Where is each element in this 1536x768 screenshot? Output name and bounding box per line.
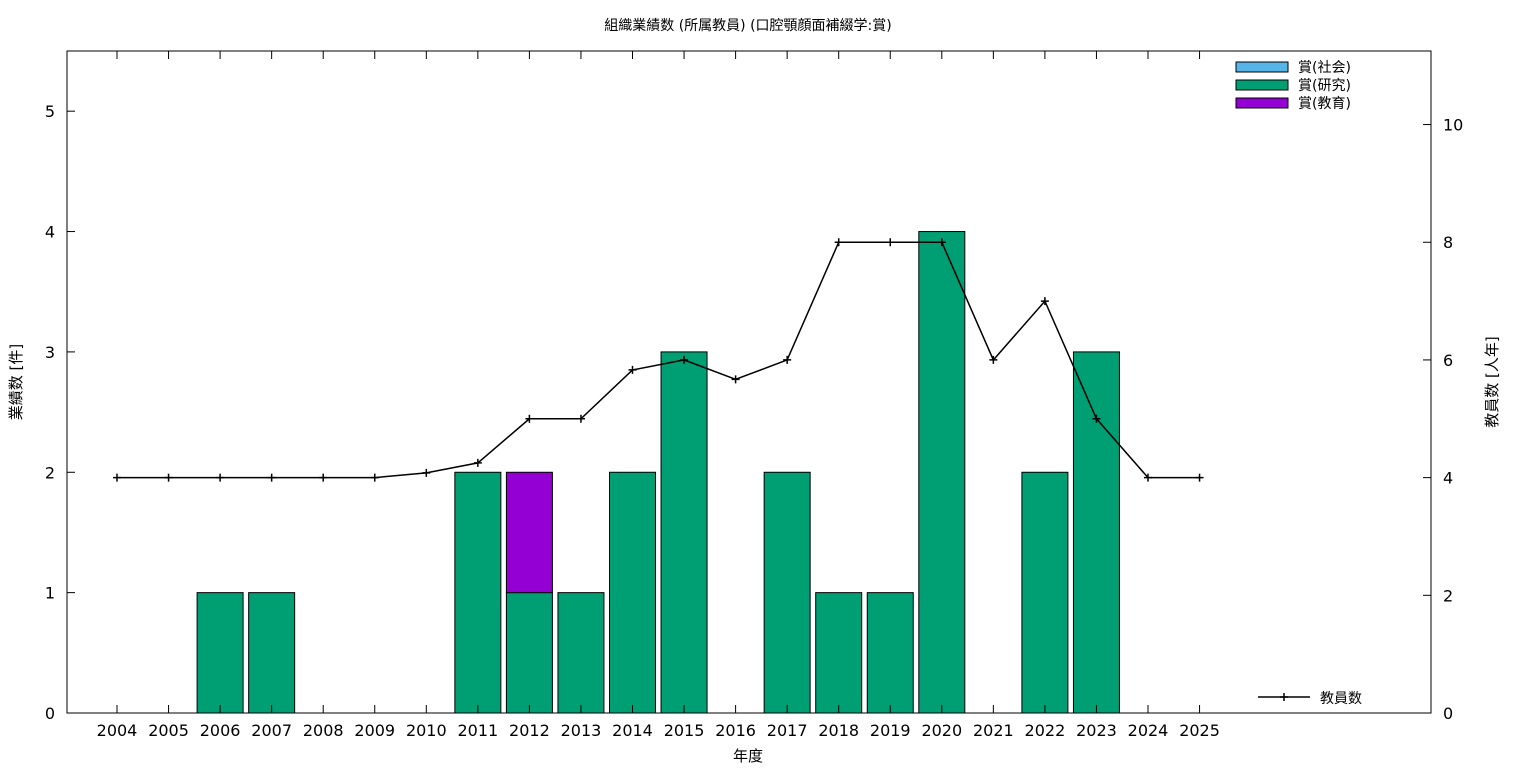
y2-tick-label: 10 <box>1443 116 1463 135</box>
legend-swatch-2 <box>1235 97 1289 109</box>
x-axis-label: 年度 <box>733 747 763 765</box>
x-tick-label: 2004 <box>97 721 138 740</box>
line-point-2025 <box>1195 473 1204 482</box>
bar-2023-s1 <box>1072 351 1120 714</box>
bar-2017-s1 <box>763 471 811 714</box>
legend-line-marker <box>1280 693 1288 701</box>
legend-label-2: 賞(教育) <box>1298 96 1351 112</box>
line-point-2012 <box>525 414 534 423</box>
y-tick-label: 0 <box>45 704 55 723</box>
x-tick-label: 2018 <box>818 721 859 740</box>
line-point-2014 <box>628 365 637 374</box>
bar-2012-s1 <box>505 592 553 714</box>
y2-tick-label: 4 <box>1443 469 1453 488</box>
line-point-2009 <box>370 473 379 482</box>
y2-axis-label: 教員数 [人年] <box>1483 336 1501 427</box>
legend-swatch-1 <box>1235 79 1289 91</box>
x-tick-label: 2010 <box>406 721 447 740</box>
bar-2007-s1 <box>248 592 296 714</box>
y2-axis: 0 2 4 6 8 10 <box>1423 116 1463 723</box>
line-point-2015 <box>680 355 689 364</box>
y2-tick-label: 2 <box>1443 586 1453 605</box>
x-tick-label: 2025 <box>1179 721 1220 740</box>
bar-2013-s1 <box>557 592 605 714</box>
y-tick-label: 4 <box>45 223 55 242</box>
line-point-2018 <box>834 238 843 247</box>
line-point-2011 <box>473 458 482 467</box>
line-point-2019 <box>886 238 895 247</box>
y-axis-label: 業績数 [件] <box>7 344 25 420</box>
x-tick-label: 2017 <box>767 721 808 740</box>
y2-tick-label: 8 <box>1443 233 1453 252</box>
line-point-2020 <box>937 238 946 247</box>
y-tick-label: 2 <box>45 463 55 482</box>
legend-label-1: 賞(研究) <box>1298 78 1351 94</box>
x-tick-label: 2013 <box>561 721 602 740</box>
bar-2011-s1 <box>454 471 502 714</box>
x-tick-label: 2012 <box>509 721 550 740</box>
line-point-2008 <box>319 473 328 482</box>
bar-2015-s1 <box>660 351 708 714</box>
y-tick-label: 1 <box>45 584 55 603</box>
line-point-2004 <box>113 473 121 482</box>
legend-label-0: 賞(社会) <box>1298 60 1351 76</box>
plot-frame <box>66 50 1432 714</box>
line-point-2006 <box>216 473 225 482</box>
x-axis: 2004 2005 2006 2007 2008 2009 2010 2011 2012 2013… <box>97 51 1220 740</box>
bar-2019-s1 <box>866 592 914 714</box>
line-point-2024 <box>1144 473 1152 482</box>
x-tick-label: 2019 <box>870 721 911 740</box>
x-tick-label: 2008 <box>303 721 344 740</box>
y2-tick-label: 6 <box>1443 351 1453 370</box>
line-point-2021 <box>989 355 998 364</box>
bar-2006-s1 <box>196 592 244 714</box>
x-tick-label: 2011 <box>457 721 498 740</box>
bar-2012-s2 <box>505 471 553 594</box>
x-tick-label: 2006 <box>200 721 241 740</box>
line-point-2022 <box>1040 297 1049 306</box>
y-axis: 0 1 2 3 4 5 <box>45 102 75 723</box>
x-tick-label: 2009 <box>354 721 395 740</box>
x-tick-label: 2007 <box>251 721 292 740</box>
x-tick-label: 2016 <box>715 721 756 740</box>
line-point-2013 <box>576 414 585 423</box>
line-point-2023 <box>1092 414 1101 423</box>
bar-2018-s1 <box>815 592 863 714</box>
legend-swatch-0 <box>1235 61 1289 73</box>
line-point-2017 <box>783 355 792 364</box>
y2-tick-label: 0 <box>1443 704 1453 723</box>
bar-2014-s1 <box>609 471 656 714</box>
x-tick-label: 2005 <box>148 721 189 740</box>
y-tick-label: 5 <box>45 102 55 121</box>
legend: 賞(社会) 賞(研究) 賞(教育) 教員数 <box>1235 60 1362 707</box>
line-point-2005 <box>164 473 173 482</box>
x-tick-label: 2024 <box>1128 721 1169 740</box>
y-tick-label: 3 <box>45 343 55 362</box>
legend-line-label: 教員数 <box>1320 691 1362 707</box>
x-tick-label: 2015 <box>664 721 705 740</box>
x-tick-label: 2021 <box>973 721 1014 740</box>
line-point-2007 <box>267 473 276 482</box>
line-point-2016 <box>731 375 740 384</box>
chart-title: 組織業績数 (所属教員) (口腔顎顔面補綴学:賞) <box>604 18 891 34</box>
x-tick-label: 2022 <box>1025 721 1066 740</box>
plot-area <box>113 231 1204 714</box>
line-point-2010 <box>422 468 431 477</box>
bar-2020-s1 <box>918 231 966 714</box>
x-tick-label: 2023 <box>1076 721 1117 740</box>
x-tick-label: 2020 <box>921 721 962 740</box>
line-teachers <box>117 241 1200 479</box>
x-tick-label: 2014 <box>612 721 653 740</box>
bar-2022-s1 <box>1021 471 1069 714</box>
